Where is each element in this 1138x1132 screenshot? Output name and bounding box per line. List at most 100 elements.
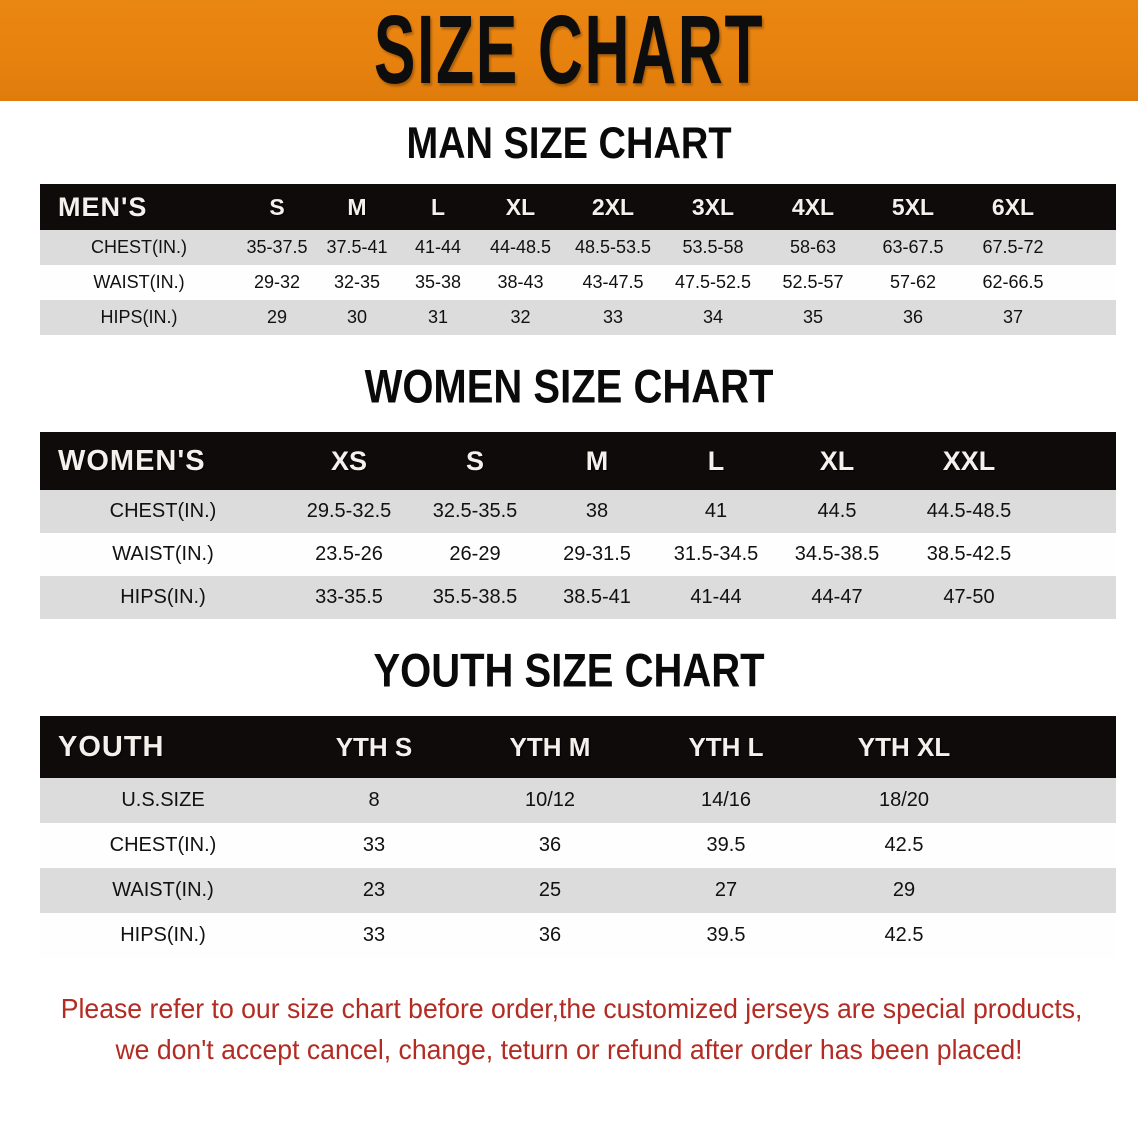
women-row-label-waist: WAIST(IN.) [40, 533, 286, 576]
size-chart-banner: SIZE CHART [0, 0, 1138, 101]
man-chest-2xl: 48.5-53.5 [563, 230, 663, 265]
women-hips-s: 35.5-38.5 [412, 576, 538, 619]
youth-col-header-pad [994, 716, 1116, 778]
youth-chest-pad [994, 823, 1116, 868]
man-chest-6xl: 67.5-72 [963, 230, 1063, 265]
women-size-table-wrap: WOMEN'S XS S M L XL XXL CHEST(IN.) 29.5-… [40, 432, 1116, 619]
man-chest-s: 35-37.5 [238, 230, 316, 265]
youth-row-us-size: U.S.SIZE 8 10/12 14/16 18/20 [40, 778, 1116, 823]
women-size-table: WOMEN'S XS S M L XL XXL CHEST(IN.) 29.5-… [40, 432, 1116, 619]
man-waist-4xl: 52.5-57 [763, 265, 863, 300]
youth-table-header-row: YOUTH YTH S YTH M YTH L YTH XL [40, 716, 1116, 778]
women-hips-xs: 33-35.5 [286, 576, 412, 619]
women-waist-xs: 23.5-26 [286, 533, 412, 576]
women-chest-m: 38 [538, 490, 656, 533]
man-waist-3xl: 47.5-52.5 [663, 265, 763, 300]
man-waist-5xl: 57-62 [863, 265, 963, 300]
man-col-header-5xl: 5XL [863, 184, 963, 230]
man-col-header-pad [1063, 184, 1116, 230]
youth-table-body: YOUTH YTH S YTH M YTH L YTH XL U.S.SIZE … [40, 716, 1116, 958]
man-col-header-l: L [398, 184, 478, 230]
man-row-label-waist: WAIST(IN.) [40, 265, 238, 300]
youth-chest-l: 39.5 [638, 823, 814, 868]
man-chest-3xl: 53.5-58 [663, 230, 763, 265]
page-title: SIZE CHART [373, 0, 765, 105]
man-col-header-s: S [238, 184, 316, 230]
women-table-header-row: WOMEN'S XS S M L XL XXL [40, 432, 1116, 490]
man-table-body: MEN'S S M L XL 2XL 3XL 4XL 5XL 6XL CHEST… [40, 184, 1116, 335]
women-hips-xl: 44-47 [776, 576, 898, 619]
man-row-waist: WAIST(IN.) 29-32 32-35 35-38 38-43 43-47… [40, 265, 1116, 300]
man-chest-m: 37.5-41 [316, 230, 398, 265]
man-waist-s: 29-32 [238, 265, 316, 300]
women-chest-pad [1040, 490, 1116, 533]
youth-us-size-pad [994, 778, 1116, 823]
man-hips-5xl: 36 [863, 300, 963, 335]
man-size-table-wrap: MEN'S S M L XL 2XL 3XL 4XL 5XL 6XL CHEST… [40, 184, 1116, 335]
women-waist-m: 29-31.5 [538, 533, 656, 576]
man-hips-6xl: 37 [963, 300, 1063, 335]
youth-size-table: YOUTH YTH S YTH M YTH L YTH XL U.S.SIZE … [40, 716, 1116, 958]
man-hips-3xl: 34 [663, 300, 763, 335]
youth-us-size-xl: 18/20 [814, 778, 994, 823]
women-col-header-s: S [412, 432, 538, 490]
youth-us-size-l: 14/16 [638, 778, 814, 823]
disclaimer-line-2: we don't accept cancel, change, teturn o… [115, 1034, 1023, 1066]
women-waist-xl: 34.5-38.5 [776, 533, 898, 576]
man-hips-2xl: 33 [563, 300, 663, 335]
man-hips-s: 29 [238, 300, 316, 335]
youth-waist-pad [994, 868, 1116, 913]
women-col-header-xs: XS [286, 432, 412, 490]
women-row-hips: HIPS(IN.) 33-35.5 35.5-38.5 38.5-41 41-4… [40, 576, 1116, 619]
man-chest-5xl: 63-67.5 [863, 230, 963, 265]
youth-col-header-m: YTH M [462, 716, 638, 778]
women-chest-xs: 29.5-32.5 [286, 490, 412, 533]
youth-waist-m: 25 [462, 868, 638, 913]
man-col-header-2xl: 2XL [563, 184, 663, 230]
women-table-body: WOMEN'S XS S M L XL XXL CHEST(IN.) 29.5-… [40, 432, 1116, 619]
man-hips-m: 30 [316, 300, 398, 335]
youth-col-header-l: YTH L [638, 716, 814, 778]
youth-row-waist: WAIST(IN.) 23 25 27 29 [40, 868, 1116, 913]
man-row-chest: CHEST(IN.) 35-37.5 37.5-41 41-44 44-48.5… [40, 230, 1116, 265]
youth-hips-s: 33 [286, 913, 462, 958]
women-waist-l: 31.5-34.5 [656, 533, 776, 576]
women-waist-pad [1040, 533, 1116, 576]
youth-hips-xl: 42.5 [814, 913, 994, 958]
women-waist-s: 26-29 [412, 533, 538, 576]
man-waist-2xl: 43-47.5 [563, 265, 663, 300]
man-waist-pad [1063, 265, 1116, 300]
women-chest-xxl: 44.5-48.5 [898, 490, 1040, 533]
man-col-header-m: M [316, 184, 398, 230]
disclaimer-line-1: Please refer to our size chart before or… [60, 993, 1083, 1024]
youth-us-size-m: 10/12 [462, 778, 638, 823]
women-col-header-m: M [538, 432, 656, 490]
women-chest-l: 41 [656, 490, 776, 533]
women-waist-xxl: 38.5-42.5 [898, 533, 1040, 576]
women-chest-s: 32.5-35.5 [412, 490, 538, 533]
youth-chest-m: 36 [462, 823, 638, 868]
man-chest-4xl: 58-63 [763, 230, 863, 265]
women-col-header-xxl: XXL [898, 432, 1040, 490]
man-table-header-row: MEN'S S M L XL 2XL 3XL 4XL 5XL 6XL [40, 184, 1116, 230]
women-hips-xxl: 47-50 [898, 576, 1040, 619]
youth-hips-l: 39.5 [638, 913, 814, 958]
return-policy-disclaimer: Please refer to our size chart before or… [60, 988, 1083, 1071]
women-col-header-l: L [656, 432, 776, 490]
women-corner-label: WOMEN'S [40, 432, 286, 490]
man-row-hips: HIPS(IN.) 29 30 31 32 33 34 35 36 37 [40, 300, 1116, 335]
man-hips-l: 31 [398, 300, 478, 335]
man-corner-label: MEN'S [40, 184, 238, 230]
man-hips-4xl: 35 [763, 300, 863, 335]
man-chest-l: 41-44 [398, 230, 478, 265]
youth-chest-s: 33 [286, 823, 462, 868]
man-waist-6xl: 62-66.5 [963, 265, 1063, 300]
man-waist-m: 32-35 [316, 265, 398, 300]
man-chest-pad [1063, 230, 1116, 265]
women-row-chest: CHEST(IN.) 29.5-32.5 32.5-35.5 38 41 44.… [40, 490, 1116, 533]
youth-col-header-s: YTH S [286, 716, 462, 778]
man-col-header-4xl: 4XL [763, 184, 863, 230]
youth-row-chest: CHEST(IN.) 33 36 39.5 42.5 [40, 823, 1116, 868]
man-row-label-hips: HIPS(IN.) [40, 300, 238, 335]
man-hips-xl: 32 [478, 300, 563, 335]
